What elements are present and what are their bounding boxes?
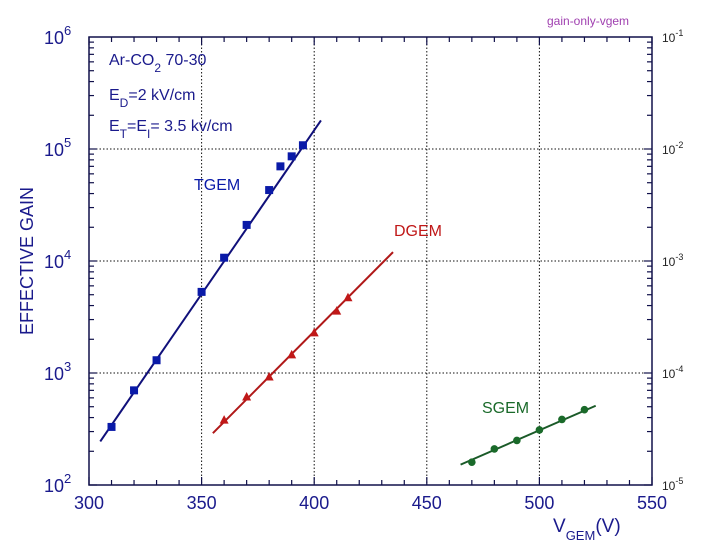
tgem-point [265, 186, 274, 195]
dgem-point [287, 349, 297, 359]
y-tick-label: 104 [44, 247, 71, 272]
series-labels: TGEM DGEM SGEM [194, 177, 529, 417]
sgem-point [535, 426, 544, 434]
tgem-point [130, 386, 139, 395]
tgem-point [220, 253, 229, 262]
x-tick-label: 450 [412, 493, 442, 513]
sgem-point [580, 405, 589, 414]
annotation-line: ED=2 kV/cm [109, 87, 195, 110]
annotation-line: Ar-CO2 70-30 [109, 52, 206, 75]
dgem-point [343, 292, 353, 302]
plot-frame [88, 36, 653, 486]
sgem-label: SGEM [482, 400, 529, 417]
x-tick-label: 400 [299, 493, 329, 513]
dgem-point [219, 415, 229, 424]
y-tick-label: 105 [44, 135, 71, 160]
chart-tag: gain-only-vgem [547, 14, 629, 28]
y2-tick-label: 10-1 [662, 28, 683, 45]
sgem-point [490, 445, 499, 453]
x-tick-label: 500 [524, 493, 554, 513]
dgem-point [332, 306, 342, 315]
dgem-label: DGEM [394, 223, 442, 240]
y-tick-label: 106 [44, 23, 71, 48]
y-axis-label: EFFECTIVE GAIN [17, 187, 37, 335]
data-markers [107, 141, 589, 466]
x-axis-label-main: V [553, 516, 566, 537]
sgem-point [558, 415, 566, 424]
dgem-fit-line [212, 251, 394, 434]
dgem-point [309, 327, 319, 337]
y-tick-label: 103 [44, 359, 71, 384]
y2-tick-label: 10-5 [662, 476, 683, 493]
x-axis-label-sub: GEM [566, 528, 596, 543]
x-axis-label-suffix: (V) [595, 516, 620, 537]
tgem-point [152, 356, 161, 365]
dgem-point [264, 372, 274, 381]
x-tick-label: 300 [74, 493, 104, 513]
tgem-point [298, 141, 307, 150]
annotations: Ar-CO2 70-30 ED=2 kV/cm ET=EI= 3.5 kv/cm [109, 52, 233, 141]
tgem-label: TGEM [194, 177, 240, 194]
sgem-point [468, 458, 476, 466]
x-tick-labels: 300 350 400 450 500 550 [74, 493, 667, 513]
tgem-point [107, 422, 116, 431]
annotation-line: ET=EI= 3.5 kv/cm [109, 118, 233, 141]
sgem-fit-line [460, 404, 597, 466]
y-tick-label: 102 [44, 471, 71, 496]
y2-tick-labels: 10-5 10-4 10-3 10-2 10-1 [662, 28, 683, 493]
dgem-point [242, 392, 252, 401]
tgem-point [287, 152, 296, 161]
x-tick-label: 550 [637, 493, 667, 513]
y2-tick-label: 10-4 [662, 364, 683, 381]
y-tick-labels: 102 103 104 105 106 [44, 23, 71, 496]
tgem-point [276, 162, 285, 171]
y2-tick-label: 10-2 [662, 140, 683, 157]
tgem-point [197, 287, 206, 296]
sgem-point [513, 436, 521, 445]
x-axis-label: VGEM(V) [553, 516, 621, 543]
grid-lines [89, 37, 652, 485]
tgem-point [242, 220, 251, 229]
y2-tick-label: 10-3 [662, 252, 683, 269]
x-tick-label: 350 [187, 493, 217, 513]
